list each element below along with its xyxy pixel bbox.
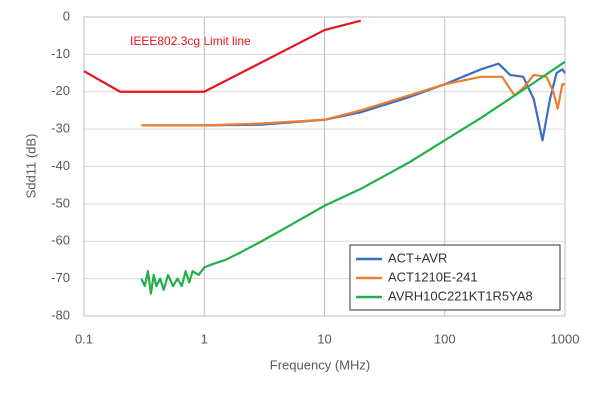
x-tick-label: 100: [434, 331, 456, 346]
y-axis-label: Sdd11 (dB): [23, 134, 38, 199]
x-tick-label: 1: [201, 331, 208, 346]
y-tick-label: -50: [51, 195, 70, 210]
x-axis-label: Frequency (MHz): [270, 357, 370, 372]
y-tick-label: 0: [63, 8, 70, 23]
x-tick-label: 10: [317, 331, 331, 346]
plot-frame: [83, 16, 566, 317]
series-line: [83, 19, 361, 93]
y-tick-label: -60: [51, 233, 70, 248]
y-tick-label: -20: [51, 83, 70, 98]
series-line: [141, 73, 565, 127]
x-tick-label: 0.1: [75, 331, 93, 346]
y-tick-label: -40: [51, 158, 70, 173]
y-tick-label: -10: [51, 46, 70, 61]
x-tick-label: 1000: [551, 331, 580, 346]
y-tick-label: -30: [51, 121, 70, 136]
legend-label: AVRH10C221KT1R5YA8: [388, 288, 533, 303]
y-tick-label: -80: [51, 307, 70, 322]
legend-label: ACT+AVR: [388, 250, 447, 265]
y-tick-label: -70: [51, 270, 70, 285]
limit-annotation: IEEE802.3cg Limit line: [130, 34, 251, 48]
series-line: [140, 60, 566, 295]
legend-box: [349, 244, 561, 311]
legend-label: ACT1210E-241: [388, 269, 478, 284]
